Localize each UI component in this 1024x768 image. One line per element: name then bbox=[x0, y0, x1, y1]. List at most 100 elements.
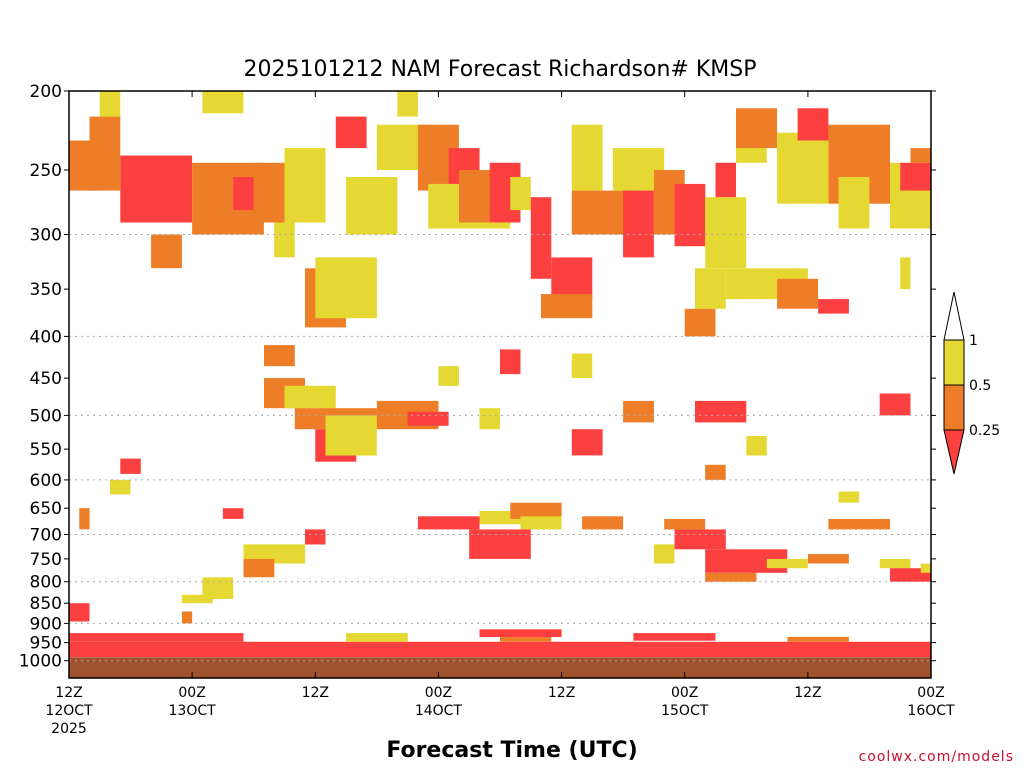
y-tick-label-300: 300 bbox=[30, 226, 62, 246]
heatmap-cell-low bbox=[623, 190, 654, 258]
x-tick-label-5-1: 00Z bbox=[671, 685, 698, 701]
heatmap-cell-mid bbox=[253, 162, 285, 223]
heatmap-cell-low bbox=[120, 155, 193, 223]
heatmap-cell-high bbox=[838, 491, 860, 503]
heatmap-cell-high bbox=[653, 544, 675, 564]
heatmap-cell-low bbox=[407, 411, 449, 426]
heatmap-cell-low bbox=[797, 108, 829, 141]
heatmap-cell-high bbox=[99, 91, 121, 117]
y-tick-label-200: 200 bbox=[30, 82, 62, 102]
heatmap-cell-low bbox=[417, 516, 480, 530]
heatmap-cell-high bbox=[479, 510, 521, 525]
heatmap-cell-high bbox=[838, 177, 870, 229]
heatmap-cell-high bbox=[900, 257, 911, 290]
legend-label-2: 0.25 bbox=[969, 423, 1000, 439]
heatmap-cell-high bbox=[571, 124, 603, 191]
legend-swatch-above-1 bbox=[943, 291, 965, 341]
heatmap-cell-high bbox=[243, 544, 306, 564]
heatmap-cell-mid bbox=[736, 108, 777, 149]
heatmap-cell-mid bbox=[264, 345, 295, 367]
y-axis-ticks: 200 250 300 350 400 450 500 550 600 650 700 750 8008… bbox=[19, 82, 936, 672]
x-tick-label-0-3: 2025 bbox=[51, 721, 87, 737]
y-tick-label-400: 400 bbox=[30, 327, 62, 347]
heatmap-cell-high bbox=[202, 577, 234, 599]
x-tick-label-3-1: 00Z bbox=[425, 685, 452, 701]
ground-fill bbox=[69, 657, 931, 678]
y-tick-label-800: 800 bbox=[30, 573, 62, 593]
y-tick-label-250: 250 bbox=[30, 161, 62, 181]
y-tick-label-850: 850 bbox=[30, 594, 62, 614]
x-tick-label-1-2: 13OCT bbox=[169, 703, 217, 719]
y-tick-label-450: 450 bbox=[30, 369, 62, 389]
heatmap-cell-high bbox=[879, 558, 911, 569]
heatmap-cells bbox=[69, 91, 931, 658]
x-axis-ticks: 12Z 12OCT 2025 00Z 13OCT 12Z 00Z 14OCT 12Z 00Z 15O… bbox=[45, 91, 955, 737]
heatmap-cell-mid bbox=[89, 116, 121, 191]
y-tick-label-1000: 1000 bbox=[19, 652, 62, 672]
y-tick-label-350: 350 bbox=[30, 280, 62, 300]
y-tick-label-750: 750 bbox=[30, 550, 62, 570]
heatmap-cell-low bbox=[674, 183, 706, 247]
heatmap-cell-low bbox=[222, 508, 244, 519]
heatmap-cell-high bbox=[695, 268, 726, 309]
heatmap-cell-low bbox=[551, 257, 593, 300]
heatmap-cell-low bbox=[69, 633, 244, 642]
heatmap-cell-mid bbox=[541, 294, 593, 319]
legend-label-1: 0.5 bbox=[969, 378, 991, 394]
heatmap-cell-high bbox=[766, 558, 808, 569]
heatmap-cell-high bbox=[777, 132, 829, 204]
color-legend: 1 0.5 0.25 bbox=[943, 291, 1000, 475]
heatmap-cell-high bbox=[110, 479, 131, 495]
credit-link[interactable]: coolwx.com/models bbox=[859, 749, 1014, 765]
heatmap-cell-mid bbox=[582, 516, 624, 530]
heatmap-cell-mid bbox=[79, 508, 90, 530]
heatmap-cell-low bbox=[633, 633, 716, 641]
heatmap-cell-mid bbox=[807, 554, 849, 564]
heatmap-cell-low bbox=[233, 177, 254, 211]
x-tick-label-6-1: 12Z bbox=[794, 685, 821, 701]
heatmap-cell-mid bbox=[787, 636, 849, 642]
y-tick-label-700: 700 bbox=[30, 526, 62, 546]
heatmap-cell-high bbox=[438, 366, 459, 386]
heatmap-cell-mid bbox=[664, 519, 706, 530]
heatmap-cell-mid bbox=[623, 400, 654, 423]
y-tick-label-550: 550 bbox=[30, 440, 62, 460]
heatmap-cell-high bbox=[571, 353, 593, 378]
heatmap-cell-mid bbox=[705, 572, 757, 582]
heatmap-cell-high bbox=[520, 516, 562, 530]
y-tick-label-900: 900 bbox=[30, 614, 62, 634]
heatmap-cell-high bbox=[746, 436, 767, 456]
plot-frame bbox=[68, 90, 932, 679]
heatmap-cell-mid bbox=[151, 234, 182, 269]
x-tick-label-2-1: 12Z bbox=[302, 685, 329, 701]
x-tick-label-7-2: 16OCT bbox=[907, 703, 955, 719]
heatmap-cell-high bbox=[510, 177, 531, 211]
heatmap-cell-low bbox=[879, 393, 911, 416]
legend-label-0: 1 bbox=[969, 333, 978, 349]
heatmap-cell-low bbox=[530, 197, 552, 279]
legend-swatch-below-0.25 bbox=[943, 429, 965, 475]
heatmap-cell-mid bbox=[243, 558, 275, 578]
y-tick-label-500: 500 bbox=[30, 406, 62, 426]
heatmap-cell-low bbox=[705, 549, 788, 573]
heatmap-cell-low bbox=[571, 429, 603, 456]
heatmap-cell-high bbox=[346, 633, 408, 642]
y-tick-label-600: 600 bbox=[30, 471, 62, 491]
heatmap-cell-high bbox=[397, 91, 418, 117]
x-tick-label-4-1: 12Z bbox=[548, 685, 575, 701]
y-tick-label-650: 650 bbox=[30, 499, 62, 519]
heatmap-cell-low bbox=[69, 603, 90, 622]
heatmap-cell-mid bbox=[777, 278, 819, 309]
x-tick-label-1-1: 00Z bbox=[178, 685, 205, 701]
heatmap-cell-mid bbox=[510, 502, 562, 519]
x-tick-label-0-2: 12OCT bbox=[45, 703, 93, 719]
heatmap-cell-low bbox=[479, 629, 562, 637]
x-tick-label-0-1: 12Z bbox=[55, 685, 82, 701]
heatmap-cell-low bbox=[120, 458, 141, 474]
heatmap-cell-mid bbox=[705, 464, 726, 480]
legend-swatch-0.5-1 bbox=[943, 339, 965, 386]
heatmap-cell-mid bbox=[181, 611, 193, 624]
heatmap-cell-high bbox=[920, 563, 931, 573]
heatmap-cell-high bbox=[315, 257, 377, 319]
